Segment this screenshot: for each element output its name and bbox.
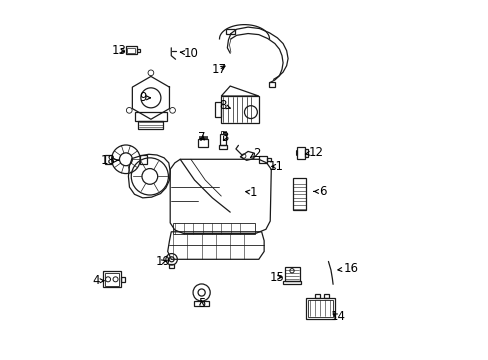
Bar <box>205 136 206 139</box>
Bar <box>125 46 136 54</box>
Text: 6: 6 <box>313 185 326 198</box>
Bar <box>305 149 307 157</box>
Bar <box>224 131 226 134</box>
Bar <box>218 145 227 149</box>
Text: 14: 14 <box>330 310 345 323</box>
Bar <box>198 136 200 139</box>
Bar <box>168 264 174 268</box>
Bar <box>105 155 111 163</box>
Bar <box>214 103 221 117</box>
Text: 5: 5 <box>198 297 205 310</box>
Text: 18: 18 <box>101 154 118 167</box>
Bar <box>307 300 333 317</box>
Bar <box>103 271 121 287</box>
Bar <box>297 147 305 158</box>
Text: 19: 19 <box>155 255 170 268</box>
Bar <box>220 134 225 145</box>
Bar <box>140 155 146 163</box>
Bar <box>284 267 299 281</box>
Bar <box>225 29 234 34</box>
Bar <box>305 298 335 319</box>
Bar <box>121 277 124 282</box>
Text: 3: 3 <box>221 131 228 144</box>
Bar <box>268 82 275 87</box>
Text: 15: 15 <box>269 271 284 284</box>
Text: 16: 16 <box>337 262 358 275</box>
Bar <box>135 112 166 121</box>
Bar <box>136 49 140 52</box>
Bar <box>173 223 255 234</box>
Text: 8: 8 <box>219 99 230 112</box>
Bar <box>323 294 328 298</box>
Bar <box>221 131 222 134</box>
Bar <box>292 178 305 210</box>
Bar <box>203 136 205 139</box>
Bar <box>314 294 319 298</box>
Text: 17: 17 <box>211 63 226 76</box>
Bar <box>127 48 135 53</box>
Bar <box>202 136 203 139</box>
Text: 12: 12 <box>305 146 323 159</box>
Bar <box>282 281 301 284</box>
Text: 2: 2 <box>250 147 260 160</box>
Text: 13: 13 <box>111 44 126 57</box>
Text: 11: 11 <box>268 160 284 173</box>
Bar <box>223 131 224 134</box>
Text: 7: 7 <box>198 131 205 144</box>
Text: 9: 9 <box>139 91 150 104</box>
Bar <box>138 121 163 129</box>
Text: 1: 1 <box>245 186 257 199</box>
Bar <box>193 301 209 306</box>
Bar <box>267 158 270 161</box>
Bar <box>198 139 207 147</box>
Bar <box>200 136 201 139</box>
Bar <box>104 273 119 286</box>
Text: 4: 4 <box>92 274 104 287</box>
Bar <box>258 157 267 163</box>
Text: 10: 10 <box>180 47 198 60</box>
Bar <box>221 96 258 123</box>
